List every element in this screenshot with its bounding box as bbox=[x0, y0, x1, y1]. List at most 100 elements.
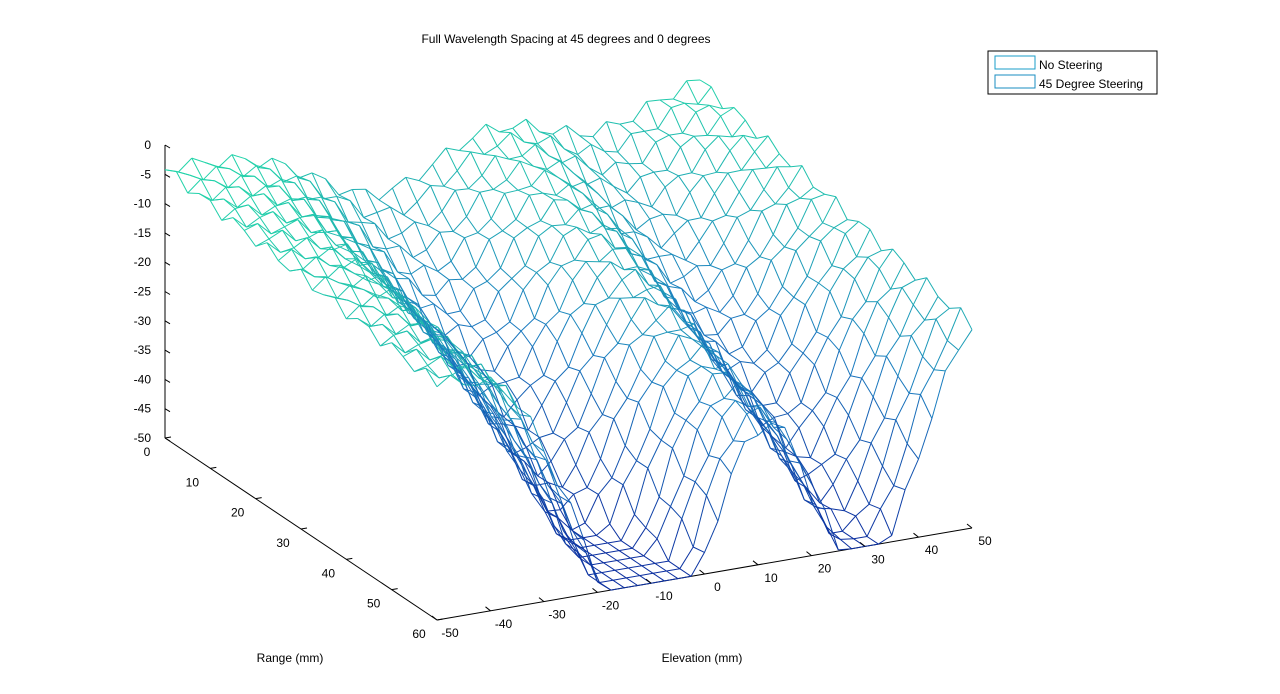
mesh-line bbox=[673, 98, 685, 104]
mesh-line bbox=[507, 404, 520, 416]
mesh-line bbox=[511, 420, 524, 445]
mesh-line bbox=[634, 269, 648, 290]
mesh-line bbox=[799, 462, 812, 485]
mesh-line bbox=[495, 155, 509, 160]
mesh-line bbox=[692, 495, 707, 548]
mesh-line bbox=[516, 385, 531, 401]
mesh-line bbox=[615, 344, 630, 382]
mesh-line bbox=[826, 527, 839, 551]
mesh-line bbox=[693, 134, 708, 137]
mesh-line bbox=[380, 342, 392, 347]
mesh-line bbox=[881, 248, 893, 252]
mesh-line bbox=[537, 475, 550, 484]
mesh-line bbox=[593, 354, 605, 359]
mesh-line bbox=[406, 330, 419, 345]
mesh-line bbox=[686, 80, 699, 105]
mesh-line bbox=[532, 442, 545, 452]
mesh-line bbox=[808, 222, 823, 237]
mesh-line bbox=[731, 134, 744, 138]
mesh-line bbox=[331, 246, 344, 269]
mesh-line bbox=[734, 239, 749, 264]
mesh-line bbox=[605, 227, 619, 230]
mesh-line bbox=[571, 522, 586, 531]
mesh-line bbox=[831, 265, 844, 270]
mesh-line bbox=[667, 286, 681, 311]
mesh-line bbox=[624, 402, 639, 446]
mesh-line bbox=[732, 413, 748, 441]
mesh-line bbox=[765, 153, 780, 169]
mesh-line bbox=[577, 393, 592, 428]
mesh-line bbox=[676, 369, 689, 377]
mesh-line bbox=[709, 104, 723, 110]
mesh-line bbox=[652, 275, 665, 297]
mesh-line bbox=[348, 299, 360, 306]
z-tick-label: -30 bbox=[134, 314, 152, 328]
mesh-line bbox=[467, 362, 482, 371]
mesh-line bbox=[246, 216, 261, 228]
mesh-line bbox=[644, 297, 659, 306]
mesh-line bbox=[637, 202, 651, 220]
mesh-line bbox=[484, 319, 497, 333]
mesh-line bbox=[778, 362, 791, 374]
mesh-line bbox=[878, 534, 893, 545]
mesh-line bbox=[546, 510, 559, 519]
mesh-line bbox=[721, 269, 734, 296]
mesh-line bbox=[706, 458, 721, 496]
mesh-line bbox=[530, 169, 546, 187]
mesh-line bbox=[586, 177, 601, 186]
mesh-line bbox=[548, 482, 561, 510]
mesh-line bbox=[841, 316, 853, 320]
mesh-line bbox=[664, 175, 679, 188]
mesh-line bbox=[631, 527, 647, 549]
mesh-line bbox=[430, 185, 444, 187]
mesh-line bbox=[842, 268, 855, 280]
mesh-line bbox=[614, 567, 629, 571]
mesh-line bbox=[638, 381, 653, 403]
mesh-line bbox=[572, 261, 587, 281]
mesh-line bbox=[622, 460, 637, 486]
mesh-line bbox=[455, 350, 468, 364]
mesh-line bbox=[375, 273, 388, 278]
mesh-line bbox=[300, 268, 313, 291]
mesh-line bbox=[556, 341, 569, 368]
mesh-line bbox=[508, 155, 523, 160]
mesh-line bbox=[605, 552, 618, 561]
mesh-line bbox=[625, 248, 638, 267]
mesh-line bbox=[566, 402, 579, 428]
mesh-line bbox=[922, 356, 935, 371]
mesh-line bbox=[505, 385, 518, 408]
mesh-line bbox=[636, 428, 651, 461]
elevation-tick-label: 50 bbox=[978, 534, 992, 548]
mesh-line bbox=[433, 303, 448, 315]
mesh-line bbox=[578, 209, 591, 234]
range-tick-label: 40 bbox=[322, 566, 336, 580]
mesh-line bbox=[612, 577, 627, 581]
mesh-line bbox=[842, 256, 857, 270]
mesh-line bbox=[295, 237, 308, 242]
mesh-line bbox=[229, 168, 242, 176]
mesh-line bbox=[751, 372, 766, 393]
mesh-line bbox=[606, 121, 620, 125]
mesh-line bbox=[216, 165, 229, 188]
mesh-line bbox=[910, 319, 925, 336]
mesh-line bbox=[441, 211, 454, 232]
mesh-line bbox=[732, 295, 745, 315]
mesh-line bbox=[678, 172, 692, 177]
mesh-line bbox=[553, 525, 568, 542]
mesh-line bbox=[354, 273, 366, 277]
mesh-line bbox=[677, 307, 690, 328]
mesh-line bbox=[897, 375, 910, 394]
mesh-line bbox=[789, 352, 804, 374]
mesh-line bbox=[452, 349, 466, 366]
mesh-line bbox=[609, 523, 622, 541]
mesh-line bbox=[508, 158, 521, 162]
mesh-line bbox=[734, 400, 748, 415]
mesh-line bbox=[855, 515, 868, 537]
mesh-line bbox=[766, 349, 779, 363]
mesh-line bbox=[520, 317, 535, 332]
mesh-line bbox=[558, 279, 574, 312]
mesh-line bbox=[639, 268, 654, 277]
mesh-line bbox=[809, 426, 825, 458]
mesh-line bbox=[277, 202, 289, 206]
mesh-line bbox=[445, 147, 458, 172]
